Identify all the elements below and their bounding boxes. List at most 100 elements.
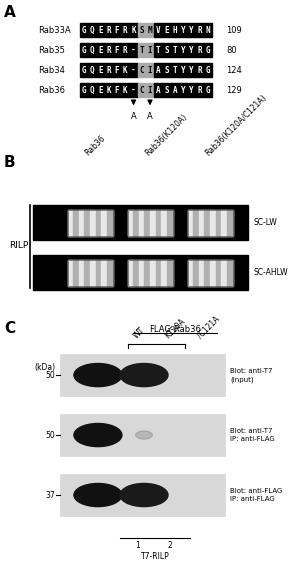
Bar	[193, 260, 199, 286]
Bar	[167, 210, 173, 236]
Text: F: F	[115, 45, 119, 55]
Bar	[133, 210, 139, 236]
Text: K: K	[107, 86, 111, 95]
Bar	[162, 43, 170, 57]
Text: T7-RILP: T7-RILP	[141, 552, 169, 561]
Text: S: S	[164, 86, 169, 95]
Bar	[216, 260, 221, 286]
Text: Rab36: Rab36	[84, 134, 107, 157]
Bar	[113, 63, 121, 77]
Ellipse shape	[74, 424, 122, 446]
Bar	[146, 43, 154, 57]
Text: H: H	[173, 26, 177, 35]
Text: -: -	[131, 86, 136, 95]
Text: T: T	[173, 66, 177, 75]
Text: (kDa): (kDa)	[35, 363, 56, 372]
Bar	[80, 83, 88, 97]
Bar	[96, 210, 101, 236]
Bar	[167, 260, 173, 286]
Text: S: S	[164, 45, 169, 55]
Text: G: G	[82, 26, 86, 35]
Text: F: F	[115, 86, 119, 95]
Bar	[101, 260, 107, 286]
Bar	[199, 260, 204, 286]
Bar	[96, 83, 105, 97]
Text: 2: 2	[168, 541, 173, 550]
Text: Blot: anti-FLAG
IP: anti-FLAG: Blot: anti-FLAG IP: anti-FLAG	[230, 488, 282, 502]
Text: K: K	[123, 66, 128, 75]
Bar	[170, 83, 179, 97]
Bar	[105, 83, 113, 97]
Bar	[204, 83, 212, 97]
Text: 129: 129	[226, 86, 242, 95]
Text: 80: 80	[226, 45, 237, 55]
Bar	[187, 260, 232, 286]
Bar	[195, 63, 204, 77]
Bar	[161, 210, 167, 236]
Bar	[146, 63, 154, 77]
Text: FLAG-Rab36: FLAG-Rab36	[149, 325, 201, 334]
Bar	[88, 63, 96, 77]
Text: V: V	[156, 26, 160, 35]
Text: A: A	[4, 5, 16, 20]
Text: Y: Y	[189, 26, 194, 35]
Text: A: A	[156, 86, 160, 95]
Bar	[144, 260, 150, 286]
Bar	[96, 43, 105, 57]
Bar	[138, 83, 146, 97]
Bar	[113, 43, 121, 57]
Text: 124: 124	[226, 66, 242, 75]
Bar	[154, 83, 162, 97]
Bar	[90, 260, 96, 286]
Bar	[113, 83, 121, 97]
Text: E: E	[98, 26, 103, 35]
Bar	[195, 83, 204, 97]
Text: R: R	[197, 26, 202, 35]
Bar	[96, 260, 101, 286]
Text: B: B	[4, 154, 16, 169]
Text: G: G	[82, 45, 86, 55]
Text: Y: Y	[181, 66, 185, 75]
Text: K: K	[123, 86, 128, 95]
Bar	[139, 260, 144, 286]
Text: T: T	[156, 45, 160, 55]
Text: C: C	[139, 66, 144, 75]
Bar	[187, 83, 195, 97]
Text: SC-AHLW: SC-AHLW	[253, 269, 288, 277]
Text: G: G	[82, 86, 86, 95]
Bar	[204, 23, 212, 37]
Text: G: G	[82, 66, 86, 75]
Bar	[156, 210, 161, 236]
Bar	[216, 210, 221, 236]
Bar	[96, 63, 105, 77]
Bar	[144, 210, 150, 236]
Bar	[107, 260, 113, 286]
Bar	[67, 210, 113, 236]
Bar	[221, 260, 227, 286]
Text: K120A: K120A	[164, 316, 187, 340]
Text: Rab34: Rab34	[38, 66, 65, 75]
Bar	[129, 43, 138, 57]
Bar	[67, 260, 113, 286]
Bar	[195, 23, 204, 37]
Bar	[128, 210, 173, 236]
Bar	[187, 210, 232, 236]
Bar	[187, 23, 195, 37]
Text: Y: Y	[181, 86, 185, 95]
Bar	[67, 210, 113, 236]
Bar	[73, 260, 79, 286]
Text: Rab36(K120A): Rab36(K120A)	[144, 112, 189, 157]
Bar	[227, 210, 232, 236]
Bar	[84, 260, 90, 286]
Bar	[150, 260, 156, 286]
Text: Q: Q	[90, 66, 95, 75]
Text: E: E	[98, 66, 103, 75]
Bar	[204, 260, 210, 286]
Bar	[187, 210, 193, 236]
Bar	[67, 260, 113, 286]
Bar	[187, 43, 195, 57]
Ellipse shape	[120, 364, 168, 387]
Ellipse shape	[136, 431, 152, 439]
Bar	[129, 23, 138, 37]
Bar	[88, 23, 96, 37]
